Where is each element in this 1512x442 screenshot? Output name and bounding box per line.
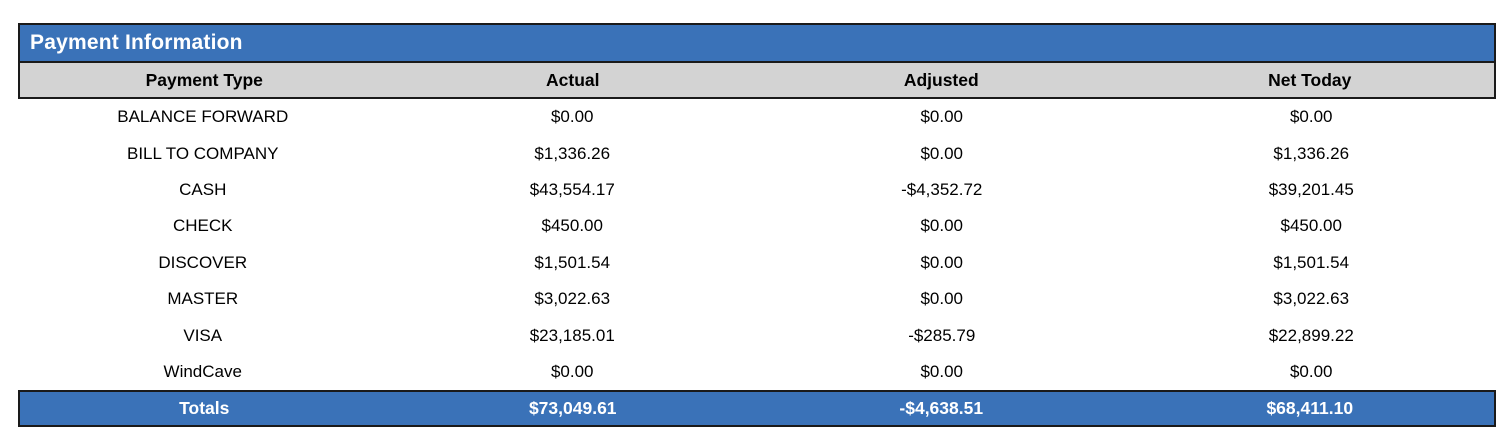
net-today-cell: $1,501.54 [1273, 252, 1350, 272]
actual-cell: $0.00 [550, 107, 594, 127]
table-header-row: Payment Type Actual Adjusted Net Today [18, 61, 1496, 99]
net-today-cell: $39,201.45 [1268, 179, 1354, 199]
payment-type-cell: DISCOVER [158, 252, 248, 272]
net-today-cell: $450.00 [1280, 216, 1342, 236]
table-row: WindCave $0.00 $0.00 $0.00 [18, 354, 1496, 390]
column-header-payment-type: Payment Type [145, 69, 263, 90]
adjusted-cell: $0.00 [920, 216, 964, 236]
actual-cell: $43,554.17 [529, 179, 615, 199]
payment-information-panel: Payment Information Payment Type Actual … [18, 23, 1496, 428]
adjusted-cell: $0.00 [920, 361, 964, 381]
totals-row: Totals $73,049.61 -$4,638.51 $68,411.10 [18, 390, 1496, 428]
actual-cell: $450.00 [541, 216, 603, 236]
payment-type-cell: CASH [179, 179, 227, 199]
column-header-adjusted: Adjusted [903, 69, 979, 90]
totals-label: Totals [179, 398, 230, 419]
adjusted-cell: -$285.79 [908, 325, 976, 345]
panel-title-bar: Payment Information [18, 23, 1496, 61]
adjusted-cell: $0.00 [920, 252, 964, 272]
adjusted-cell: $0.00 [920, 107, 964, 127]
payment-type-cell: CHECK [172, 216, 233, 236]
table-body: BALANCE FORWARD $0.00 $0.00 $0.00 BILL T… [18, 99, 1496, 391]
column-header-net-today: Net Today [1268, 69, 1352, 90]
table-row: BALANCE FORWARD $0.00 $0.00 $0.00 [18, 99, 1496, 135]
actual-cell: $1,501.54 [534, 252, 611, 272]
totals-net-today: $68,411.10 [1266, 398, 1354, 419]
net-today-cell: $1,336.26 [1273, 143, 1350, 163]
column-header-actual: Actual [546, 69, 600, 90]
net-today-cell: $0.00 [1289, 361, 1333, 381]
net-today-cell: $22,899.22 [1268, 325, 1354, 345]
payment-type-cell: BILL TO COMPANY [127, 143, 279, 163]
actual-cell: $1,336.26 [534, 143, 611, 163]
totals-adjusted: -$4,638.51 [899, 398, 984, 419]
payment-type-cell: MASTER [167, 289, 239, 309]
actual-cell: $23,185.01 [529, 325, 615, 345]
adjusted-cell: $0.00 [920, 289, 964, 309]
net-today-cell: $3,022.63 [1273, 289, 1350, 309]
table-row: DISCOVER $1,501.54 $0.00 $1,501.54 [18, 245, 1496, 281]
table-row: CASH $43,554.17 -$4,352.72 $39,201.45 [18, 172, 1496, 208]
table-row: CHECK $450.00 $0.00 $450.00 [18, 208, 1496, 244]
table-row: MASTER $3,022.63 $0.00 $3,022.63 [18, 281, 1496, 317]
net-today-cell: $0.00 [1289, 107, 1333, 127]
adjusted-cell: -$4,352.72 [901, 179, 983, 199]
table-row: BILL TO COMPANY $1,336.26 $0.00 $1,336.2… [18, 135, 1496, 171]
payment-type-cell: VISA [183, 325, 223, 345]
adjusted-cell: $0.00 [920, 143, 964, 163]
table-row: VISA $23,185.01 -$285.79 $22,899.22 [18, 317, 1496, 353]
actual-cell: $0.00 [550, 361, 594, 381]
payment-type-cell: BALANCE FORWARD [117, 107, 289, 127]
panel-title: Payment Information [30, 31, 243, 54]
actual-cell: $3,022.63 [534, 289, 611, 309]
totals-actual: $73,049.61 [528, 398, 617, 419]
payment-type-cell: WindCave [163, 361, 242, 381]
